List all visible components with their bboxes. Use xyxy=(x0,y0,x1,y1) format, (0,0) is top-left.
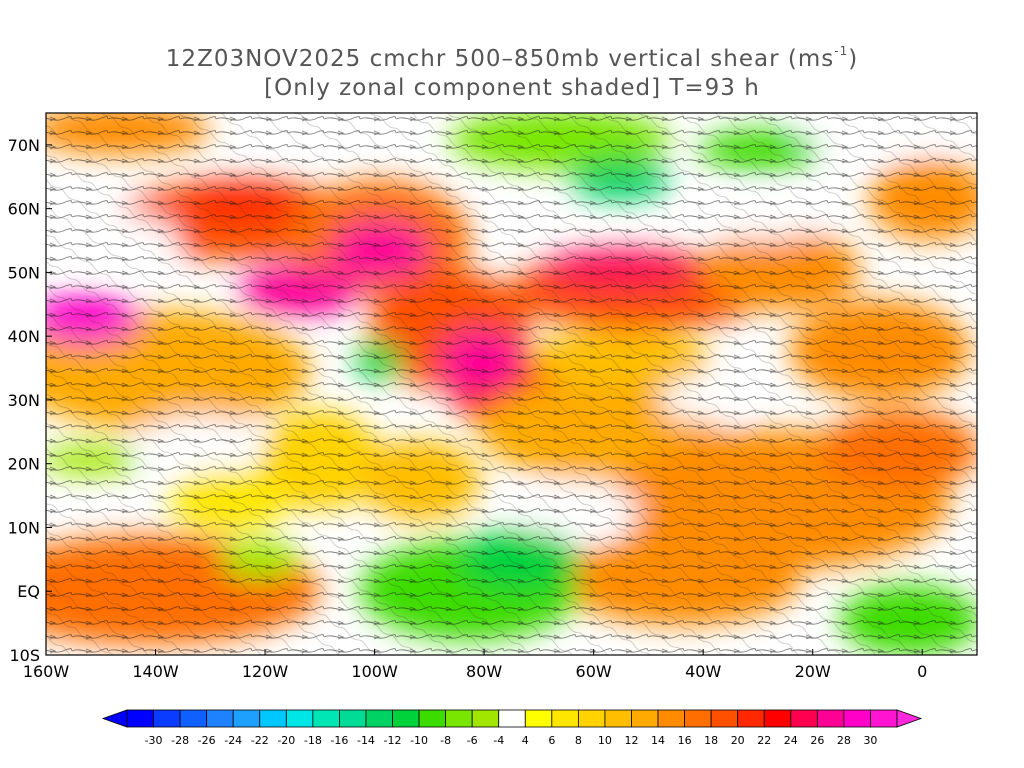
lat-tick-label: 70N xyxy=(8,136,40,155)
colorbar-label: -6 xyxy=(467,734,478,747)
colorbar-label: -8 xyxy=(440,734,451,747)
colorbar-label: 10 xyxy=(598,734,612,747)
lon-tick-label: 80W xyxy=(466,662,502,681)
colorbar-swatch xyxy=(684,709,712,728)
colorbar-swatch xyxy=(179,709,208,728)
colorbar-swatch xyxy=(816,709,845,728)
colorbar-swatch xyxy=(551,709,579,728)
colorbar-swatch xyxy=(285,709,314,728)
colorbar-label: 20 xyxy=(731,734,745,747)
colorbar-swatch xyxy=(418,709,447,728)
colorbar-label: -10 xyxy=(410,734,428,747)
colorbar-swatch xyxy=(153,709,181,728)
lon-tick-label: 100W xyxy=(351,662,398,681)
colorbar-swatch xyxy=(498,709,526,728)
colorbar-swatch xyxy=(843,709,871,728)
lon-tick-label: 120W xyxy=(242,662,289,681)
colorbar-label: -12 xyxy=(384,734,402,747)
colorbar-swatch xyxy=(206,709,234,728)
colorbar-label: 22 xyxy=(757,734,771,747)
colorbar-swatch xyxy=(763,709,792,728)
lat-tick-label: 10S xyxy=(9,646,40,665)
lat-axis: 70N 60N 50N 40N 30N 20N 10N EQ 10S xyxy=(8,136,52,665)
map-field xyxy=(46,113,977,655)
colorbar-swatch xyxy=(657,709,685,728)
colorbar-swatch xyxy=(365,709,393,728)
colorbar-label: -30 xyxy=(145,734,163,747)
colorbar-swatch xyxy=(392,709,420,728)
colorbar-over-arrow xyxy=(896,709,923,728)
lon-tick-label: 60W xyxy=(576,662,612,681)
colorbar-label: -14 xyxy=(357,734,375,747)
colorbar-label: 16 xyxy=(678,734,692,747)
colorbar-swatch xyxy=(604,709,632,728)
colorbar-swatch xyxy=(312,709,340,728)
lat-tick-label: 40N xyxy=(8,327,40,346)
colorbar-swatch xyxy=(259,709,287,728)
colorbar-swatch xyxy=(445,709,473,728)
lon-tick-label: 40W xyxy=(685,662,721,681)
colorbar-swatch xyxy=(339,709,367,728)
colorbar-swatch xyxy=(737,709,765,728)
lat-tick-label: 20N xyxy=(8,455,40,474)
colorbar-label: -18 xyxy=(304,734,322,747)
colorbar-label: 6 xyxy=(548,734,555,747)
lat-tick-label: 50N xyxy=(8,263,40,282)
colorbar-label: -4 xyxy=(493,734,504,747)
colorbar-swatch xyxy=(710,709,739,728)
colorbar-label: -28 xyxy=(171,734,189,747)
colorbar-label: 24 xyxy=(784,734,798,747)
lon-tick-label: 0 xyxy=(917,662,927,681)
colorbar-swatch xyxy=(471,709,500,728)
chart-title-line2: [Only zonal component shaded] T=93 h xyxy=(264,75,760,101)
lat-tick-label: EQ xyxy=(17,582,40,601)
colorbar-under-arrow xyxy=(101,709,128,728)
colorbar-label: -20 xyxy=(277,734,295,747)
lon-tick-label: 140W xyxy=(132,662,179,681)
colorbar-swatch xyxy=(126,709,154,728)
colorbar-swatch xyxy=(790,709,818,728)
lon-tick-label: 160W xyxy=(23,662,70,681)
lat-tick-label: 60N xyxy=(8,200,40,219)
colorbar-label: 26 xyxy=(810,734,824,747)
colorbar-swatch xyxy=(232,709,261,728)
lon-tick-label: 20W xyxy=(795,662,831,681)
map-frame xyxy=(45,112,978,656)
colorbar-label: -16 xyxy=(330,734,348,747)
lat-tick-label: 10N xyxy=(8,518,40,537)
colorbar-label: 12 xyxy=(624,734,638,747)
lon-axis: 160W 140W 120W 100W 80W 60W 40W 20W 0 xyxy=(23,649,927,681)
colorbar-label: 28 xyxy=(837,734,851,747)
colorbar-label: 4 xyxy=(522,734,529,747)
colorbar-label: 8 xyxy=(575,734,582,747)
colorbar-label: 14 xyxy=(651,734,665,747)
colorbar-label: -24 xyxy=(224,734,242,747)
colorbar-label: 18 xyxy=(704,734,718,747)
colorbar-label: 30 xyxy=(863,734,877,747)
colorbar-swatch xyxy=(524,709,553,728)
colorbar: -30 -28 -26 -24 -22 -20 -18 -16 -14 -12 -10 -8 -6 -4 4… xyxy=(101,709,923,747)
colorbar-swatch xyxy=(631,709,659,728)
colorbar-label: -22 xyxy=(251,734,269,747)
colorbar-swatch xyxy=(577,709,606,728)
colorbar-label: -26 xyxy=(198,734,216,747)
chart-title-line1: 12Z03NOV2025 cmchr 500–850mb vertical sh… xyxy=(165,44,859,72)
lat-tick-label: 30N xyxy=(8,391,40,410)
colorbar-swatch xyxy=(870,709,898,728)
